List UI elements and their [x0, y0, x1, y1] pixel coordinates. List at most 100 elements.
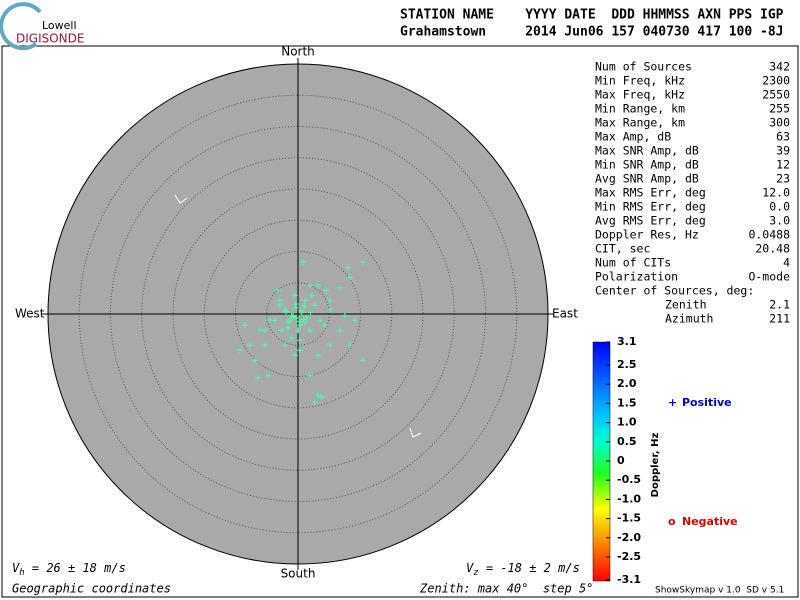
source-point — [318, 394, 325, 401]
legend-symbol: o — [668, 515, 676, 528]
source-point — [360, 357, 366, 364]
source-point — [301, 302, 308, 309]
colorbar-tick-label: 2.5 — [617, 358, 637, 371]
source-point — [292, 301, 299, 307]
source-point — [296, 347, 303, 354]
stat-value: 12.0 — [762, 186, 790, 200]
frame — [1, 45, 799, 598]
stat-label: Max Freq, kHz — [595, 88, 685, 102]
source-point — [296, 322, 303, 329]
source-point — [295, 327, 301, 334]
colorbar-label: Doppler, Hz — [650, 433, 661, 498]
source-point — [236, 347, 243, 354]
source-point — [306, 372, 313, 379]
source-point — [265, 372, 271, 379]
vh-symbol: V — [12, 561, 20, 575]
source-point — [261, 327, 268, 334]
colorbar-tick-label: 1.0 — [617, 416, 637, 429]
stat-label: Avg SNR Amp, dB — [595, 172, 699, 186]
vh: Vh = 26 ± 18 m/s — [12, 561, 126, 578]
stat-value: 23 — [776, 172, 790, 186]
stat-value: 4 — [783, 256, 790, 270]
logo-text: Lowell — [42, 19, 77, 32]
source-point — [303, 314, 310, 321]
stat-label: Num of CITs — [595, 256, 671, 270]
source-point — [285, 324, 291, 331]
source-point — [288, 334, 295, 341]
direction-label: West — [15, 307, 45, 321]
source-point — [278, 327, 285, 334]
source-point — [275, 287, 281, 294]
source-point — [351, 317, 358, 324]
marker — [409, 427, 422, 438]
source-point — [261, 342, 268, 349]
colorbar-tick-label: -1.5 — [617, 512, 641, 525]
source-point — [360, 259, 366, 266]
source-point — [326, 297, 333, 304]
source-point — [255, 374, 261, 381]
legend-label: Positive — [682, 396, 732, 409]
source-point — [326, 342, 333, 349]
source-point — [315, 392, 321, 399]
vz-sub: z — [473, 568, 478, 578]
source-point — [346, 342, 353, 349]
source-point — [293, 314, 300, 321]
stat-value: 2550 — [762, 88, 790, 102]
source-point — [241, 322, 248, 329]
direction-label: East — [552, 307, 578, 321]
source-point — [298, 309, 305, 316]
source-point — [308, 292, 315, 299]
stat-label: CIT, sec — [595, 242, 650, 256]
header-labels: STATION NAME YYYY DATE DDD HHMMSS AXN PP… — [400, 8, 784, 23]
source-point — [346, 274, 353, 281]
colorbar-tick-label: -0.5 — [617, 473, 641, 486]
source-point — [306, 327, 313, 334]
stat-value: 0.0 — [769, 200, 790, 214]
vh-sub: h — [19, 568, 24, 578]
plot — [42, 58, 554, 570]
colorbar-tick-label: 1.5 — [617, 396, 637, 409]
source-point — [246, 342, 253, 349]
source-point — [276, 297, 283, 304]
source-point — [301, 297, 308, 304]
stat-label: Max Range, km — [595, 116, 685, 130]
logo-arc — [0, 2, 42, 51]
vz-symbol: V — [466, 561, 474, 575]
stat-value: 12 — [776, 158, 790, 172]
stat-value: 3.0 — [769, 214, 790, 228]
source-point — [326, 307, 333, 314]
stat-label: Max Amp, dB — [595, 130, 671, 144]
source-point — [345, 264, 351, 271]
colorbar-tick-label: 3.1 — [617, 335, 637, 348]
source-point — [281, 307, 288, 314]
stat-value: 2300 — [762, 74, 790, 88]
source-point — [315, 352, 321, 359]
source-point — [281, 342, 288, 349]
source-point — [293, 304, 300, 311]
source-point — [306, 282, 313, 289]
source-point — [311, 302, 318, 309]
stat-value: O-mode — [748, 270, 790, 284]
source-point — [316, 317, 323, 324]
coords: Geographic coordinates — [12, 582, 171, 596]
stat-value: 300 — [769, 116, 790, 130]
source-point — [307, 309, 314, 316]
stat-value: 211 — [769, 312, 790, 326]
colorbar-tick-label: 0 — [617, 454, 625, 467]
stat-label: Azimuth — [665, 312, 713, 326]
source-point — [315, 282, 321, 289]
source-point — [296, 318, 303, 325]
source-point — [285, 319, 291, 326]
source-point — [300, 316, 307, 323]
vh-text: = 26 ± 18 m/s — [25, 561, 126, 575]
colorbar-tick-label: -1.0 — [617, 492, 641, 505]
stat-label: Polarization — [595, 270, 678, 284]
logo-text: DIGISONDE — [16, 32, 84, 46]
header-values: Grahamstown 2014 Jun06 157 040730 417 10… — [400, 25, 784, 40]
stat-value: 20.48 — [755, 242, 790, 256]
source-point — [290, 313, 296, 320]
source-point — [283, 308, 290, 315]
vz-text: = -18 ± 2 m/s — [479, 561, 580, 575]
stat-value: 0.0488 — [748, 228, 790, 242]
